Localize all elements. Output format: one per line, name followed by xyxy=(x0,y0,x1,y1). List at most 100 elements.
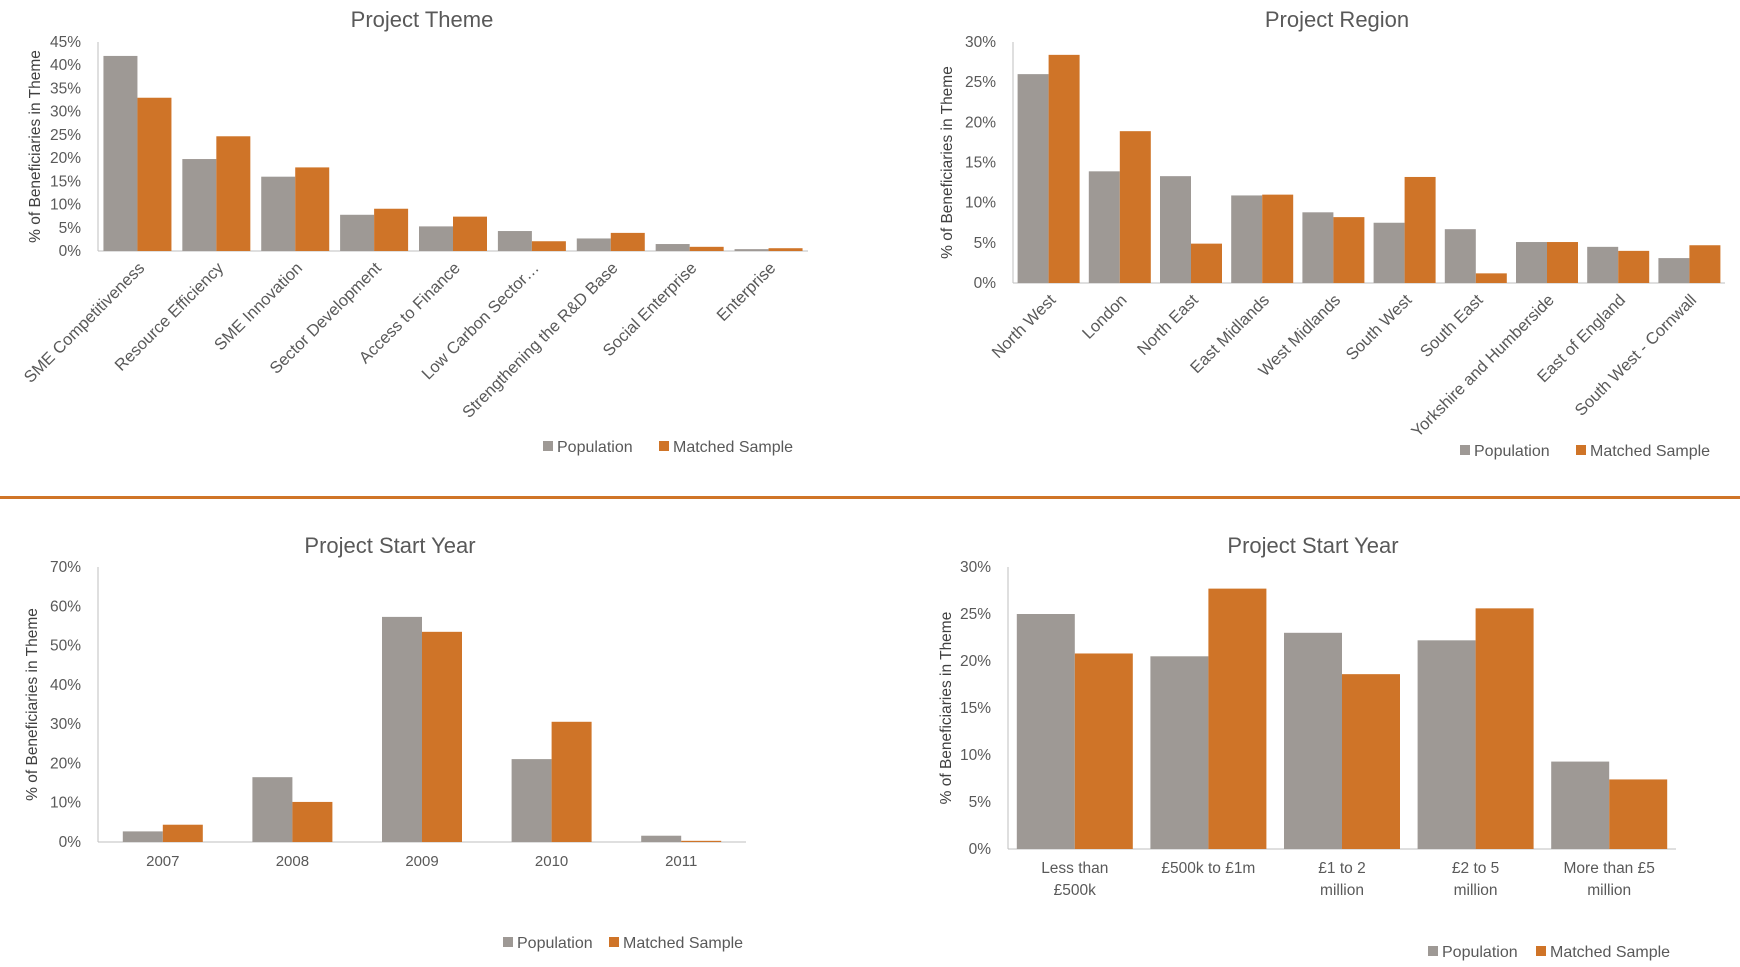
x-tick-label: £500k to £1m xyxy=(1161,860,1255,877)
bar-population xyxy=(1017,74,1049,283)
y-tick-label: 25% xyxy=(50,127,81,144)
y-tick-label: 30% xyxy=(50,104,81,121)
y-tick-label: 0% xyxy=(59,834,82,851)
bar-population xyxy=(1302,212,1334,283)
bar-population xyxy=(1373,222,1405,283)
y-axis-label: % of Beneficiaries in Theme xyxy=(938,612,955,805)
bar-population xyxy=(1284,632,1342,849)
y-tick-label: 25% xyxy=(960,606,991,623)
bar-matched-sample xyxy=(1191,243,1222,283)
legend-swatch-population xyxy=(1460,445,1470,455)
x-tick-label: Yorkshire and Humberside xyxy=(1408,291,1558,441)
legend-swatch-matched-sample xyxy=(609,937,619,947)
y-tick-label: 10% xyxy=(50,795,81,812)
bar-population xyxy=(1016,614,1075,849)
chart-title: Project Region xyxy=(1265,7,1409,32)
bar-matched-sample xyxy=(1689,245,1721,283)
x-tick-label: 2008 xyxy=(276,853,309,870)
y-tick-label: 40% xyxy=(50,57,81,74)
bar-matched-sample xyxy=(1208,588,1267,849)
bar-population xyxy=(655,244,690,251)
bar-population xyxy=(511,759,552,842)
chart-1: Project Theme % of Beneficiaries in Theme… xyxy=(21,7,808,456)
y-tick-label: 5% xyxy=(969,794,992,811)
y-tick-label: 15% xyxy=(50,173,81,190)
bar-population xyxy=(1417,640,1476,849)
bar-population xyxy=(340,214,375,251)
bar-matched-sample xyxy=(162,824,203,842)
legend-swatch-population xyxy=(503,937,513,947)
chart-title: Project Theme xyxy=(351,7,494,32)
y-axis-label: % of Beneficiaries in Theme xyxy=(27,50,44,243)
legend-label: Population xyxy=(557,439,633,456)
bar-population xyxy=(1088,171,1120,283)
bar-matched-sample xyxy=(1618,250,1650,283)
y-tick-label: 20% xyxy=(960,653,991,670)
legend-label: Matched Sample xyxy=(1550,944,1670,961)
bar-population xyxy=(1551,761,1610,849)
legend-swatch-population xyxy=(1428,946,1438,956)
bar-matched-sample xyxy=(1333,217,1365,283)
legend: Population Matched Sample xyxy=(543,439,793,456)
y-tick-label: 25% xyxy=(965,74,996,91)
bar-population xyxy=(576,238,611,251)
bar-matched-sample xyxy=(137,97,172,251)
x-tick-label: North West xyxy=(989,291,1060,362)
y-tick-label: 20% xyxy=(50,755,81,772)
y-tick-label: 15% xyxy=(960,700,991,717)
y-tick-label: 60% xyxy=(50,598,81,615)
bar-population xyxy=(1160,176,1191,283)
y-tick-label: 15% xyxy=(965,155,996,172)
x-tick-label: 2011 xyxy=(665,853,697,870)
legend: Population Matched Sample xyxy=(1428,944,1670,961)
x-tick-label: Less than £500k xyxy=(1041,860,1108,899)
y-tick-label: 30% xyxy=(960,559,991,576)
y-tick-label: 35% xyxy=(50,80,81,97)
x-tick-label: Strengthening the R&D Base xyxy=(459,259,622,422)
x-tick-label: More than £5 million xyxy=(1564,860,1655,899)
y-tick-label: 40% xyxy=(50,677,81,694)
bar-matched-sample xyxy=(768,248,803,251)
bar-matched-sample xyxy=(1547,242,1578,283)
bar-matched-sample xyxy=(1475,608,1534,849)
chart-3: Project Start Year % of Beneficiaries in … xyxy=(24,533,746,952)
bar-population xyxy=(252,777,293,842)
bar-population xyxy=(122,831,163,842)
bar-matched-sample xyxy=(1048,54,1080,283)
legend-swatch-matched-sample xyxy=(1536,946,1546,956)
bar-matched-sample xyxy=(374,208,409,251)
bar-population xyxy=(1587,246,1619,283)
chart-4: Project Start Year % of Beneficiaries in … xyxy=(938,533,1676,961)
y-tick-label: 0% xyxy=(974,275,997,292)
y-tick-label: 10% xyxy=(965,195,996,212)
bar-population xyxy=(497,231,532,251)
y-tick-label: 5% xyxy=(974,235,997,252)
bar-matched-sample xyxy=(422,631,462,842)
section-divider xyxy=(0,496,1740,499)
legend: Population Matched Sample xyxy=(1460,443,1710,460)
x-tick-label: 2007 xyxy=(146,853,179,870)
bar-matched-sample xyxy=(1262,194,1294,283)
legend-label: Population xyxy=(1474,443,1550,460)
bar-population xyxy=(382,616,422,842)
x-tick-label: Enterprise xyxy=(713,259,779,325)
bar-matched-sample xyxy=(295,167,330,251)
bar-matched-sample xyxy=(1074,653,1133,849)
y-tick-label: 0% xyxy=(969,841,992,858)
y-tick-label: 30% xyxy=(965,34,996,51)
bar-population xyxy=(1444,229,1476,283)
bar-population xyxy=(1150,656,1209,849)
y-axis-label: % of Beneficiaries in Theme xyxy=(24,608,41,801)
legend-label: Matched Sample xyxy=(673,439,793,456)
bar-population xyxy=(1231,195,1263,283)
y-tick-label: 0% xyxy=(59,243,82,260)
y-tick-label: 50% xyxy=(50,638,81,655)
bar-matched-sample xyxy=(1119,131,1151,283)
legend: Population Matched Sample xyxy=(503,935,743,952)
bar-population xyxy=(1516,242,1547,283)
y-tick-label: 45% xyxy=(50,34,81,51)
x-tick-label: £2 to 5 million xyxy=(1452,860,1499,899)
bar-matched-sample xyxy=(216,136,251,251)
bar-population xyxy=(641,835,682,842)
